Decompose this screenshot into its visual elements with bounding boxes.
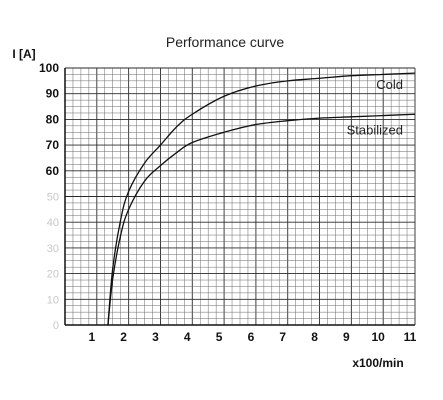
series-line-cold xyxy=(107,72,416,326)
series-label-cold: Cold xyxy=(376,77,403,92)
y-tick-label: 30 xyxy=(47,243,59,255)
x-tick-label: 2 xyxy=(120,330,127,344)
y-tick-label: 90 xyxy=(46,87,60,101)
x-axis-label: x100/min xyxy=(352,356,403,370)
y-tick-label: 80 xyxy=(46,112,60,126)
y-tick-label: 0 xyxy=(53,320,59,332)
x-tick-label: 5 xyxy=(216,330,223,344)
y-tick-label: 50 xyxy=(47,192,59,204)
series-label-stabilized: Stabilized xyxy=(347,122,403,137)
x-tick-label: 9 xyxy=(343,330,350,344)
series-line-stabilized xyxy=(107,113,416,326)
y-tick-label: 40 xyxy=(47,217,59,229)
x-tick-label: 1 xyxy=(88,330,95,344)
x-tick-label: 3 xyxy=(152,330,159,344)
y-tick-label: 20 xyxy=(47,269,59,281)
x-tick-label: 11 xyxy=(404,330,417,344)
y-tick-label: 10 xyxy=(47,294,59,306)
y-tick-label: 60 xyxy=(46,164,60,178)
axes xyxy=(64,68,415,326)
y-axis-label: I [A] xyxy=(12,47,35,61)
y-tick-label: 100 xyxy=(39,61,59,75)
x-tick-label: 10 xyxy=(372,330,386,344)
x-tick-label: 8 xyxy=(311,330,318,344)
x-tick-label: 6 xyxy=(248,330,255,344)
series-labels: Cold Stabilized xyxy=(347,77,403,137)
x-tick-labels: 1 2 3 4 5 6 7 8 9 10 11 xyxy=(88,330,416,344)
x-tick-label: 4 xyxy=(184,330,191,344)
series-group xyxy=(107,72,416,326)
y-tick-label: 70 xyxy=(46,138,60,152)
grid xyxy=(64,67,416,326)
y-tick-labels: 0 10 20 30 40 50 60 70 80 90 100 xyxy=(39,61,59,332)
x-tick-label: 7 xyxy=(279,330,286,344)
chart-title: Performance curve xyxy=(166,34,284,50)
